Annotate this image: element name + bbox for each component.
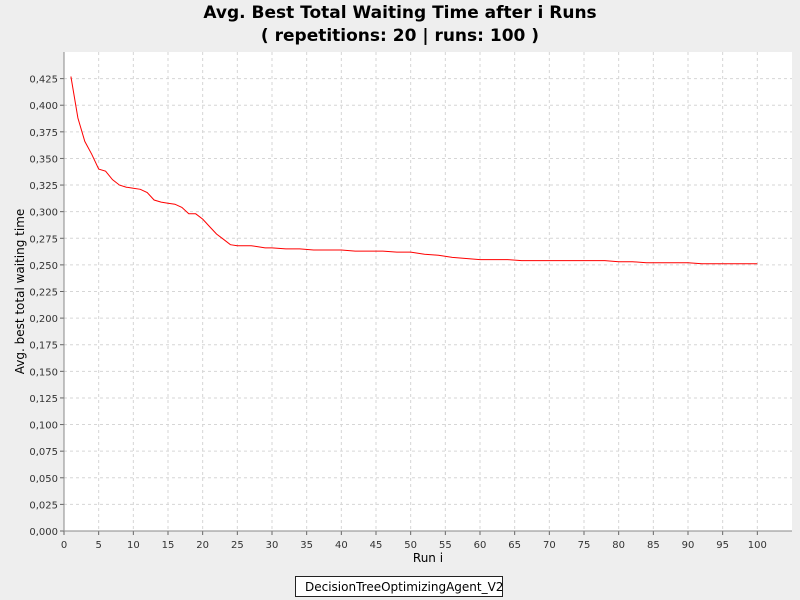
- y-tick-label: 0,050: [29, 474, 58, 485]
- x-tick-label: 15: [162, 540, 175, 551]
- x-tick-label: 10: [127, 540, 140, 551]
- y-tick-label: 0,400: [29, 101, 58, 112]
- y-tick-label: 0,375: [29, 128, 58, 139]
- y-tick-label: 0,325: [29, 181, 58, 192]
- x-tick-label: 45: [370, 540, 383, 551]
- x-tick-label: 70: [543, 540, 556, 551]
- chart-subtitle: ( repetitions: 20 | runs: 100 ): [260, 26, 540, 46]
- legend: DecisionTreeOptimizingAgent_V2: [295, 576, 503, 597]
- x-tick-label: 90: [682, 540, 695, 551]
- x-tick-label: 20: [196, 540, 209, 551]
- series-group: [70, 76, 758, 265]
- x-tick-label: 100: [748, 540, 767, 551]
- y-tick-label: 0,000: [29, 527, 58, 538]
- y-tick-label: 0,150: [29, 367, 58, 378]
- y-tick-label: 0,225: [29, 288, 58, 299]
- y-tick-label: 0,125: [29, 394, 58, 405]
- y-tick-label: 0,275: [29, 234, 58, 245]
- x-tick-label: 50: [404, 540, 417, 551]
- x-tick-label: 65: [508, 540, 521, 551]
- x-tick-label: 55: [439, 540, 452, 551]
- line-chart: 0 5 10 15 20 25 30 35 40 45 50 55 60 65 70 75 80 85 90 95 10…: [13, 52, 792, 565]
- chart-title: Avg. Best Total Waiting Time after i Run…: [203, 3, 597, 23]
- x-tick-label: 60: [474, 540, 487, 551]
- y-tick-label: 0,350: [29, 154, 58, 165]
- y-tick-label: 0,200: [29, 314, 58, 325]
- x-tick-label: 80: [612, 540, 625, 551]
- y-tick-label: 0,300: [29, 208, 58, 219]
- y-tick-label: 0,075: [29, 447, 58, 458]
- x-tick-label: 25: [231, 540, 244, 551]
- y-tick-label: 0,425: [29, 75, 58, 86]
- x-tick-label: 35: [300, 540, 313, 551]
- x-tick-label: 40: [335, 540, 348, 551]
- x-tick-label: 85: [647, 540, 660, 551]
- x-tick-label: 95: [716, 540, 729, 551]
- x-tick-label: 0: [61, 540, 67, 551]
- x-axis-label: Run i: [413, 551, 443, 565]
- x-tick-label: 30: [266, 540, 279, 551]
- y-tick-label: 0,025: [29, 500, 58, 511]
- grid: [64, 52, 792, 531]
- series-line: [70, 76, 758, 265]
- y-tick-label: 0,100: [29, 421, 58, 432]
- axes: 0 5 10 15 20 25 30 35 40 45 50 55 60 65 70 75 80 85 90 95 10…: [29, 52, 792, 551]
- y-tick-label: 0,175: [29, 341, 58, 352]
- y-tick-label: 0,250: [29, 261, 58, 272]
- y-axis-label: Avg. best total waiting time: [13, 209, 27, 375]
- x-tick-label: 75: [578, 540, 591, 551]
- x-tick-label: 5: [95, 540, 101, 551]
- legend-label: DecisionTreeOptimizingAgent_V2: [305, 579, 504, 594]
